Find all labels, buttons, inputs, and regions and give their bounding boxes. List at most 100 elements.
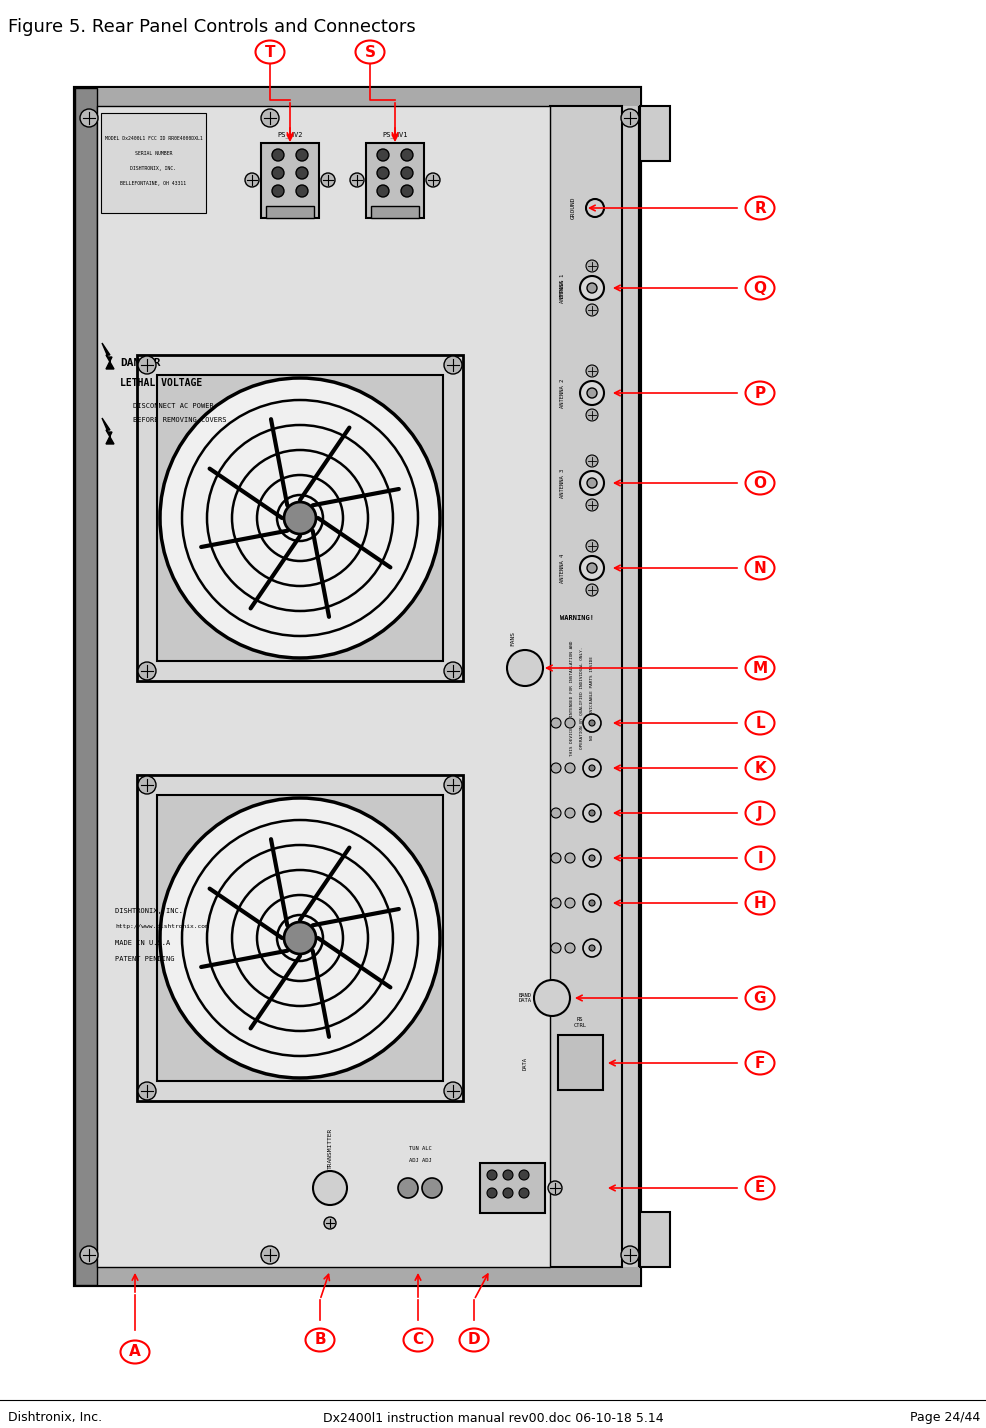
Circle shape: [320, 173, 334, 187]
Text: ANTENNA 1: ANTENNA 1: [559, 273, 564, 303]
Circle shape: [260, 109, 279, 127]
Text: MODEL Dx2400L1 FCC ID RR0E4000DXL1: MODEL Dx2400L1 FCC ID RR0E4000DXL1: [105, 136, 202, 140]
Circle shape: [589, 945, 595, 951]
Circle shape: [564, 853, 575, 863]
Circle shape: [272, 167, 284, 178]
Text: TRANSMITTER: TRANSMITTER: [327, 1127, 332, 1168]
Text: D: D: [467, 1332, 480, 1348]
Text: BELLEFONTAINE, OH 43311: BELLEFONTAINE, OH 43311: [120, 180, 186, 186]
Circle shape: [272, 186, 284, 197]
Circle shape: [586, 498, 598, 511]
Text: P: P: [753, 386, 765, 400]
Text: R: R: [753, 200, 765, 216]
Bar: [371, 206, 419, 218]
Circle shape: [587, 388, 597, 398]
Bar: [557, 1035, 602, 1090]
Ellipse shape: [355, 40, 385, 63]
Text: NO USER SERVICEABLE PARTS INSIDE: NO USER SERVICEABLE PARTS INSIDE: [590, 655, 594, 740]
Ellipse shape: [744, 711, 774, 734]
Circle shape: [564, 942, 575, 952]
Text: DISHTRONIX, INC.: DISHTRONIX, INC.: [130, 166, 176, 170]
Circle shape: [486, 1188, 497, 1198]
Circle shape: [589, 900, 595, 905]
Circle shape: [586, 540, 598, 553]
Text: RS
CTRL: RS CTRL: [573, 1017, 586, 1028]
Text: BAND
DATA: BAND DATA: [518, 992, 531, 1004]
Bar: [137, 775, 462, 1101]
Text: I: I: [756, 851, 762, 865]
Circle shape: [444, 356, 461, 374]
Circle shape: [583, 804, 600, 823]
Circle shape: [547, 1181, 561, 1195]
Circle shape: [296, 186, 308, 197]
Circle shape: [296, 149, 308, 161]
Circle shape: [313, 1171, 347, 1205]
Circle shape: [284, 922, 316, 954]
Circle shape: [80, 1247, 98, 1264]
Bar: [137, 356, 462, 681]
Text: Figure 5. Rear Panel Controls and Connectors: Figure 5. Rear Panel Controls and Connec…: [8, 19, 415, 36]
Circle shape: [586, 408, 598, 421]
Text: THIS DEVICE IS INTENDED FOR INSTALLATION AND: THIS DEVICE IS INTENDED FOR INSTALLATION…: [570, 640, 574, 755]
Bar: [639, 1212, 669, 1267]
Circle shape: [583, 714, 600, 733]
Circle shape: [400, 167, 412, 178]
Circle shape: [587, 283, 597, 293]
Circle shape: [444, 775, 461, 794]
Text: BYPASS: BYPASS: [559, 278, 564, 298]
Ellipse shape: [744, 381, 774, 404]
Text: Q: Q: [752, 280, 766, 296]
Bar: [101, 113, 206, 213]
Ellipse shape: [744, 657, 774, 680]
Bar: [75, 89, 639, 1285]
Text: GROUND: GROUND: [570, 197, 575, 220]
Circle shape: [400, 149, 412, 161]
Text: PS_HV1: PS_HV1: [382, 131, 407, 139]
Ellipse shape: [744, 987, 774, 1010]
Ellipse shape: [744, 197, 774, 220]
Circle shape: [422, 1178, 442, 1198]
Bar: [157, 795, 443, 1081]
Circle shape: [138, 1082, 156, 1100]
Text: DISCONNECT AC POWER: DISCONNECT AC POWER: [133, 403, 214, 408]
Text: Dx2400l1 instruction manual rev00.doc 06-10-18 5.14: Dx2400l1 instruction manual rev00.doc 06…: [322, 1411, 663, 1425]
Text: PATENT PENDING: PATENT PENDING: [115, 955, 175, 962]
Circle shape: [550, 808, 560, 818]
Circle shape: [426, 173, 440, 187]
Text: B: B: [314, 1332, 325, 1348]
Circle shape: [444, 1082, 461, 1100]
Text: DATA: DATA: [522, 1057, 527, 1070]
Text: S: S: [364, 44, 375, 60]
Ellipse shape: [403, 1328, 432, 1351]
Circle shape: [397, 1178, 418, 1198]
Ellipse shape: [744, 471, 774, 494]
Text: G: G: [753, 991, 765, 1005]
Circle shape: [272, 149, 284, 161]
Text: A: A: [129, 1345, 141, 1359]
Circle shape: [550, 763, 560, 773]
Circle shape: [586, 584, 598, 595]
Ellipse shape: [744, 757, 774, 780]
Text: Dishtronix, Inc.: Dishtronix, Inc.: [8, 1411, 102, 1425]
Ellipse shape: [744, 847, 774, 870]
Circle shape: [586, 304, 598, 316]
Polygon shape: [102, 343, 114, 368]
Bar: [97, 106, 549, 1267]
Circle shape: [444, 663, 461, 680]
Circle shape: [583, 940, 600, 957]
Text: ADJ ADJ: ADJ ADJ: [408, 1158, 431, 1164]
Text: O: O: [752, 476, 766, 490]
Circle shape: [160, 378, 440, 658]
Circle shape: [564, 763, 575, 773]
Circle shape: [580, 276, 603, 300]
Text: ANTENNA 4: ANTENNA 4: [559, 554, 564, 583]
Circle shape: [583, 894, 600, 912]
Circle shape: [589, 765, 595, 771]
Bar: [75, 1267, 639, 1285]
Text: http://www.dishtronix.com: http://www.dishtronix.com: [115, 924, 208, 930]
Circle shape: [550, 898, 560, 908]
Circle shape: [580, 381, 603, 406]
Circle shape: [377, 149, 388, 161]
Circle shape: [323, 1217, 335, 1230]
Circle shape: [564, 808, 575, 818]
